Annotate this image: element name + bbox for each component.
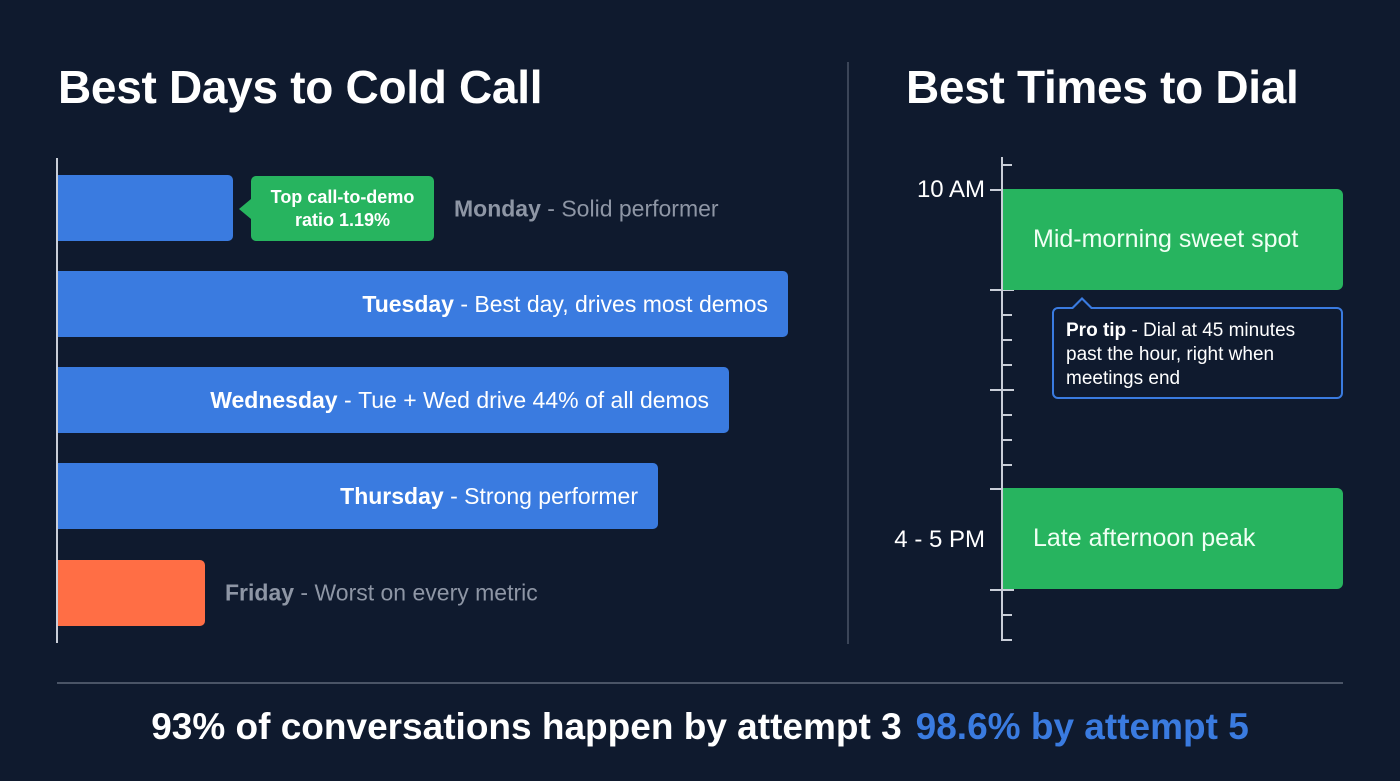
- label-friday: Friday - Worst on every metric: [225, 580, 538, 607]
- day-name: Thursday: [340, 482, 444, 509]
- footer-main-stat: 93% of conversations happen by attempt 3: [151, 706, 902, 747]
- minor-tick: [1001, 439, 1012, 441]
- day-name: Wednesday: [210, 386, 338, 413]
- days-chart-axis: [56, 158, 58, 643]
- bar-monday: [58, 175, 233, 241]
- slot-label: Late afternoon peak: [1033, 524, 1256, 552]
- callout-line-1: Top call-to-demo: [270, 187, 415, 207]
- monday-callout: Top call-to-demo ratio 1.19%: [251, 176, 434, 241]
- minor-tick: [1001, 639, 1012, 641]
- days-chart-title: Best Days to Cold Call: [58, 61, 543, 113]
- major-tick: [990, 488, 1014, 490]
- minor-tick: [1001, 464, 1012, 466]
- day-note: Best day, drives most demos: [474, 290, 768, 317]
- bar-friday: [58, 560, 205, 626]
- tip-heading: Pro tip: [1066, 320, 1127, 341]
- minor-tick: [1001, 314, 1012, 316]
- day-name: Friday: [225, 579, 295, 606]
- minor-tick: [1001, 614, 1012, 616]
- label-monday: Monday - Solid performer: [454, 196, 719, 223]
- footer-stat: 93% of conversations happen by attempt 3…: [0, 706, 1400, 748]
- slot-late-afternoon: Late afternoon peak: [1003, 488, 1343, 589]
- day-note: Strong performer: [464, 482, 638, 509]
- timeline-axis: [1001, 157, 1003, 641]
- major-tick: [990, 389, 1014, 391]
- horizontal-divider: [57, 682, 1343, 684]
- separator: -: [443, 482, 465, 509]
- pro-tip-callout: Pro tip - Dial at 45 minutes past the ho…: [1052, 297, 1343, 399]
- major-tick: [990, 289, 1014, 291]
- tip-body: - Dial at 45 minutes past the hour, righ…: [1066, 320, 1296, 389]
- time-label-4-5pm: 4 - 5 PM: [894, 526, 985, 553]
- time-label-10am: 10 AM: [916, 176, 985, 203]
- major-tick: [990, 589, 1014, 591]
- times-chart-title: Best Times to Dial: [906, 61, 1299, 113]
- minor-tick: [1001, 339, 1012, 341]
- bar-thursday: Thursday - Strong performer: [58, 463, 658, 529]
- footer-accent-stat: 98.6% by attempt 5: [915, 706, 1249, 747]
- day-note: Solid performer: [561, 195, 719, 222]
- separator: -: [294, 579, 315, 606]
- minor-tick: [1001, 364, 1012, 366]
- minor-tick: [1001, 164, 1012, 166]
- separator: -: [540, 195, 562, 222]
- day-note: Worst on every metric: [314, 579, 538, 606]
- major-tick: [990, 189, 1014, 191]
- bar-tuesday: Tuesday - Best day, drives most demos: [58, 271, 788, 337]
- day-name: Monday: [454, 195, 541, 222]
- day-note: Tue + Wed drive 44% of all demos: [358, 386, 709, 413]
- day-name: Tuesday: [362, 290, 454, 317]
- separator: -: [337, 386, 359, 413]
- separator: -: [453, 290, 475, 317]
- bar-wednesday: Wednesday - Tue + Wed drive 44% of all d…: [58, 367, 729, 433]
- slot-label: Mid-morning sweet spot: [1033, 225, 1299, 253]
- minor-tick: [1001, 414, 1012, 416]
- slot-mid-morning: Mid-morning sweet spot: [1003, 189, 1343, 290]
- vertical-divider: [847, 62, 849, 644]
- callout-line-2: ratio 1.19%: [294, 209, 391, 230]
